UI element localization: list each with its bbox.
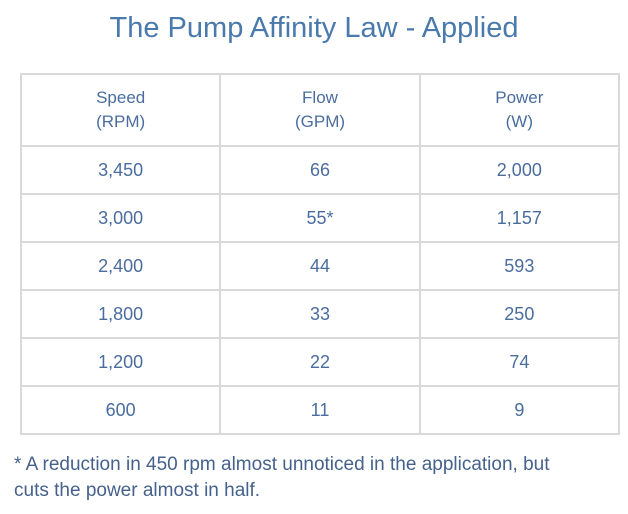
column-header-power-unit: (W) (505, 112, 534, 131)
table-cell-power: 593 (418, 241, 621, 291)
table-cell-power: 2,000 (418, 145, 621, 195)
table-body: 3,450 66 2,000 3,000 55* 1,157 2,400 44 … (19, 145, 621, 435)
table-cell-flow: 22 (219, 337, 421, 387)
column-header-power-label: Power (495, 88, 544, 107)
table-cell-flow: 44 (219, 241, 421, 291)
table-row: 2,400 44 593 (19, 241, 621, 291)
footnote-line-2: cuts the power almost in half. (14, 480, 261, 501)
page-title: The Pump Affinity Law - Applied (109, 12, 519, 44)
table-cell-speed: 3,450 (19, 145, 222, 195)
table-row: 3,000 55* 1,157 (19, 193, 621, 243)
column-header-flow-label: Flow (302, 88, 338, 107)
table-header-row: Speed (RPM) Flow (GPM) Power (W) (19, 73, 621, 147)
table-row: 600 11 9 (19, 385, 621, 435)
table-row: 3,450 66 2,000 (19, 145, 621, 195)
table-cell-speed: 600 (19, 385, 222, 435)
footnote: * A reduction in 450 rpm almost unnotice… (14, 452, 550, 504)
table-cell-speed: 2,400 (19, 241, 222, 291)
footnote-line-1: * A reduction in 450 rpm almost unnotice… (14, 454, 550, 475)
table-cell-flow: 11 (219, 385, 421, 435)
table-row: 1,800 33 250 (19, 289, 621, 339)
column-header-speed-unit: (RPM) (96, 112, 146, 131)
column-header-power: Power (W) (418, 73, 621, 147)
table-cell-flow: 66 (219, 145, 421, 195)
affinity-table: Speed (RPM) Flow (GPM) Power (W) 3,450 6… (19, 73, 621, 435)
table-cell-flow: 55* (219, 193, 421, 243)
table-cell-speed: 1,200 (19, 337, 222, 387)
table-cell-speed: 3,000 (19, 193, 222, 243)
table-row: 1,200 22 74 (19, 337, 621, 387)
column-header-flow: Flow (GPM) (219, 73, 421, 147)
column-header-speed-label: Speed (96, 88, 146, 107)
table-cell-power: 250 (418, 289, 621, 339)
column-header-flow-unit: (GPM) (294, 112, 346, 131)
table-head: Speed (RPM) Flow (GPM) Power (W) (19, 73, 621, 147)
table-cell-power: 74 (418, 337, 621, 387)
table-cell-power: 9 (418, 385, 621, 435)
column-header-speed: Speed (RPM) (19, 73, 222, 147)
table-cell-flow: 33 (219, 289, 421, 339)
table-cell-power: 1,157 (418, 193, 621, 243)
table-cell-speed: 1,800 (19, 289, 222, 339)
